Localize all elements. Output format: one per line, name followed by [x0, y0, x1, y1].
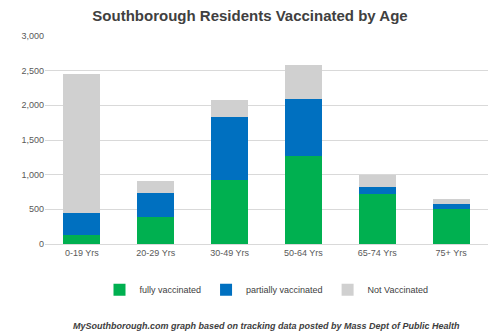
svg-text:fully vaccinated: fully vaccinated [140, 285, 202, 295]
svg-text:partially vaccinated: partially vaccinated [246, 285, 323, 295]
svg-text:0-19 Yrs: 0-19 Yrs [65, 248, 99, 258]
svg-text:2,000: 2,000 [21, 100, 44, 110]
svg-text:50-64 Yrs: 50-64 Yrs [284, 248, 323, 258]
svg-text:30-49 Yrs: 30-49 Yrs [210, 248, 249, 258]
svg-text:MySouthborough.com graph based: MySouthborough.com graph based on tracki… [73, 321, 460, 331]
svg-text:75+ Yrs: 75+ Yrs [436, 248, 468, 258]
svg-text:3,000: 3,000 [21, 31, 44, 41]
svg-text:2,500: 2,500 [21, 66, 44, 76]
svg-text:Southborough Residents Vaccina: Southborough Residents Vaccinated by Age [92, 7, 407, 24]
svg-text:65-74 Yrs: 65-74 Yrs [358, 248, 397, 258]
svg-text:1,000: 1,000 [21, 170, 44, 180]
svg-text:20-29 Yrs: 20-29 Yrs [136, 248, 175, 258]
svg-text:500: 500 [29, 204, 44, 214]
svg-text:1,500: 1,500 [21, 135, 44, 145]
svg-text:Not Vaccinated: Not Vaccinated [368, 285, 428, 295]
svg-text:0: 0 [39, 239, 44, 249]
